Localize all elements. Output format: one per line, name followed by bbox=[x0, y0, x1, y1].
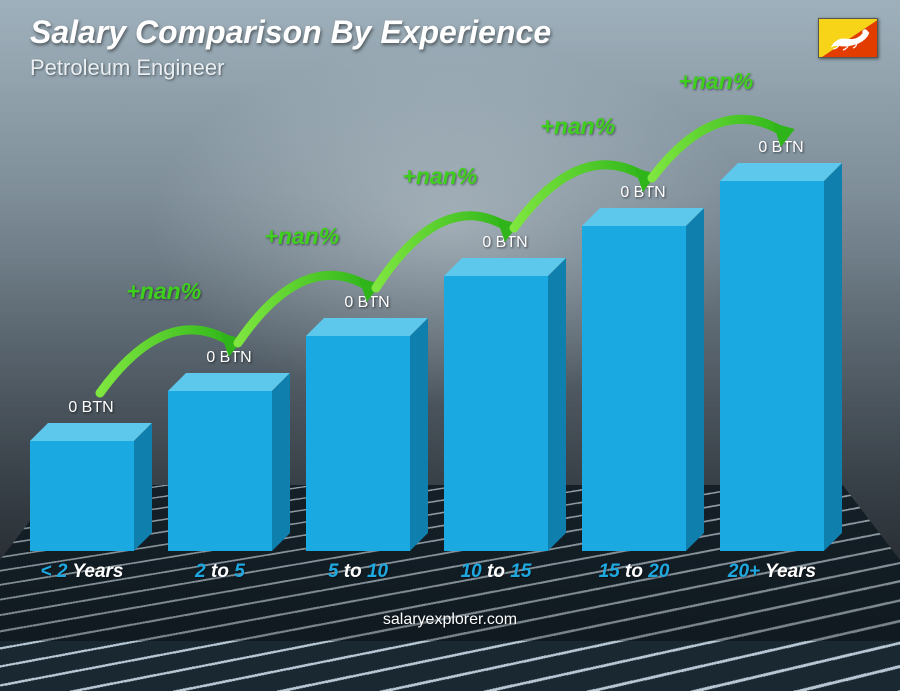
bar-value-label: 0 BTN bbox=[583, 184, 703, 202]
x-axis-label: 15 to 20 bbox=[564, 561, 704, 583]
delta-label: +nan% bbox=[678, 68, 753, 95]
bar-value-label: 0 BTN bbox=[31, 399, 151, 417]
country-flag-icon bbox=[818, 18, 878, 58]
x-axis-label: 10 to 15 bbox=[426, 561, 566, 583]
bar bbox=[306, 336, 410, 551]
bar-chart: 0 BTN< 2 Years0 BTN2 to 5+nan%0 BTN5 to … bbox=[30, 100, 850, 581]
bar-value-label: 0 BTN bbox=[445, 234, 565, 252]
x-axis-label: 20+ Years bbox=[702, 561, 842, 583]
delta-label: +nan% bbox=[402, 163, 477, 190]
delta-label: +nan% bbox=[264, 223, 339, 250]
page-title: Salary Comparison By Experience bbox=[30, 14, 870, 51]
x-axis-label: 5 to 10 bbox=[288, 561, 428, 583]
delta-label: +nan% bbox=[540, 113, 615, 140]
bar-value-label: 0 BTN bbox=[721, 139, 841, 157]
bar bbox=[168, 391, 272, 551]
bar bbox=[582, 226, 686, 551]
bar bbox=[720, 181, 824, 551]
bar bbox=[444, 276, 548, 551]
delta-label: +nan% bbox=[126, 278, 201, 305]
bar-value-label: 0 BTN bbox=[169, 349, 289, 367]
bar-value-label: 0 BTN bbox=[307, 294, 427, 312]
x-axis-label: < 2 Years bbox=[12, 561, 152, 583]
bar bbox=[30, 441, 134, 551]
x-axis-label: 2 to 5 bbox=[150, 561, 290, 583]
footer-credit: salaryexplorer.com bbox=[0, 611, 900, 629]
